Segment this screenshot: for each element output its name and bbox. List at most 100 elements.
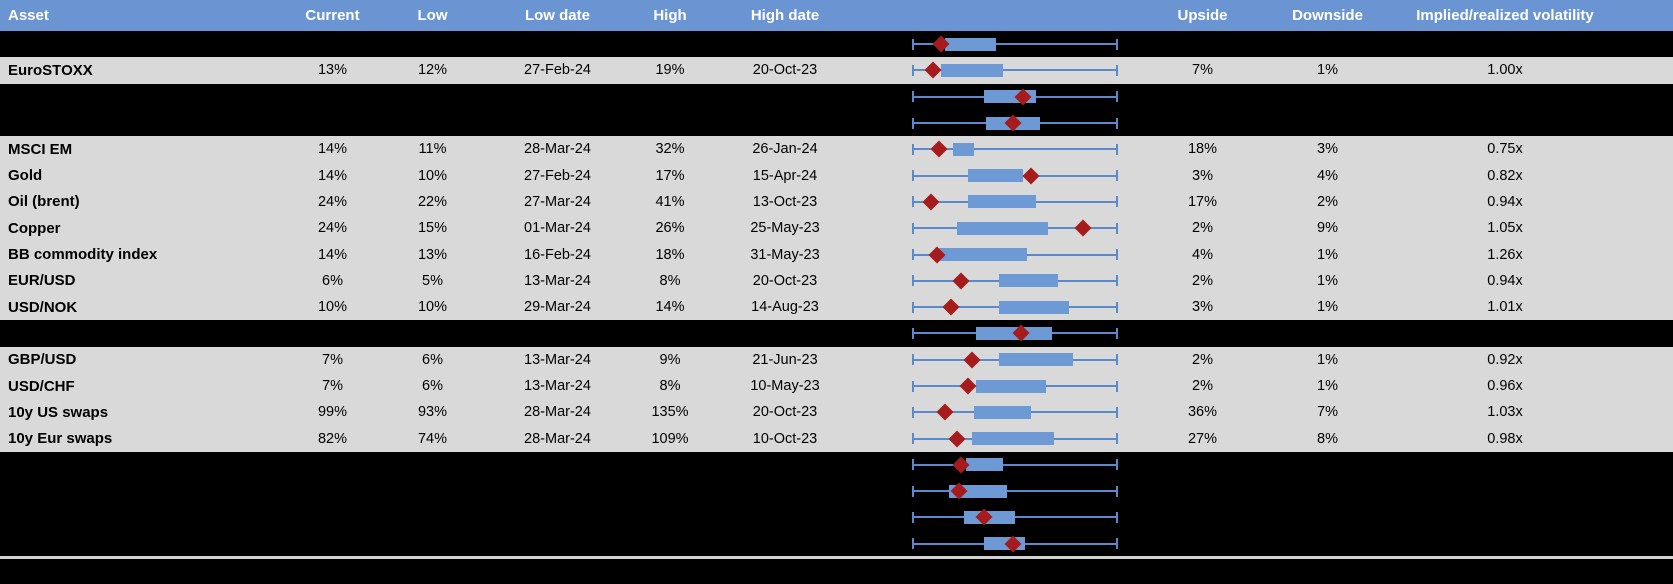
low-date-value: 27-Mar-24: [524, 193, 591, 210]
upside-value: 27%: [1187, 430, 1218, 447]
low-date-value: [485, 84, 630, 110]
low-value: 74%: [417, 430, 448, 447]
current-value: 14%: [317, 141, 348, 158]
downside-value: [1265, 110, 1390, 136]
boxplot-marker-diamond: [959, 377, 977, 395]
boxplot-cell: [860, 504, 1140, 530]
boxplot-cell: [860, 531, 1140, 557]
boxplot: [912, 136, 1118, 162]
boxplot-box: [975, 379, 1046, 393]
high-date-value: [710, 110, 860, 136]
low-value: [380, 478, 485, 504]
current-value: 24%: [317, 193, 348, 210]
upside-value: [1140, 478, 1265, 504]
current-value: 24%: [317, 220, 348, 237]
asset-name: [0, 478, 285, 504]
boxplot-left-cap: [912, 327, 914, 339]
low-date-value: [485, 452, 630, 478]
row-filler: [1620, 452, 1673, 478]
boxplot: [912, 110, 1118, 136]
boxplot-box: [967, 195, 1036, 209]
boxplot-cell: [860, 189, 1140, 215]
low-value: 10%: [417, 167, 448, 184]
upside-value: 3%: [1192, 299, 1213, 316]
downside-value: [1265, 31, 1390, 57]
low-value: [380, 84, 485, 110]
boxplot-box: [965, 458, 1003, 472]
high-value: [630, 110, 710, 136]
low-value: [380, 31, 485, 57]
implied-realized-value: 1.03x: [1487, 404, 1523, 421]
boxplot: [912, 478, 1118, 504]
table-row: [0, 31, 1673, 58]
boxplot-cell: [860, 452, 1140, 478]
boxplot-left-cap: [912, 117, 914, 129]
low-value: [380, 452, 485, 478]
boxplot-cell: [860, 136, 1140, 162]
current-value: [285, 110, 380, 136]
low-value: 5%: [422, 272, 443, 289]
asset-name: [0, 31, 285, 57]
implied-realized-value: [1390, 84, 1620, 110]
low-date-value: 28-Mar-24: [524, 430, 591, 447]
boxplot-whisker-line: [912, 516, 1118, 519]
implied-realized-value: 0.82x: [1487, 167, 1523, 184]
boxplot-right-cap: [1116, 327, 1118, 339]
downside-value: 1%: [1317, 62, 1338, 79]
boxplot-box: [971, 432, 1055, 446]
boxplot-whisker-line: [912, 148, 1118, 151]
low-date-value: 16-Feb-24: [524, 246, 591, 263]
downside-value: 1%: [1317, 299, 1338, 316]
asset-name: [0, 320, 285, 346]
upside-value: 2%: [1192, 272, 1213, 289]
row-filler: [1620, 399, 1673, 425]
boxplot-cell: [860, 425, 1140, 451]
high-date-value: 31-May-23: [750, 246, 820, 263]
boxplot: [912, 399, 1118, 425]
row-filler: [1620, 294, 1673, 320]
implied-realized-value: 0.94x: [1487, 272, 1523, 289]
upside-value: 2%: [1192, 378, 1213, 394]
high-value: 135%: [651, 404, 689, 421]
high-value: 17%: [655, 167, 685, 184]
row-filler: [1620, 373, 1673, 399]
low-date-value: 13-Mar-24: [524, 378, 591, 394]
boxplot-right-cap: [1116, 301, 1118, 313]
boxplot-marker-diamond: [952, 272, 970, 290]
high-date-value: 26-Jan-24: [752, 141, 818, 158]
upside-value: [1140, 84, 1265, 110]
current-value: 10%: [317, 299, 348, 316]
boxplot: [912, 452, 1118, 478]
boxplot-left-cap: [912, 196, 914, 208]
row-filler: [1620, 31, 1673, 57]
boxplot-left-cap: [912, 275, 914, 287]
table-row: USD/NOK 10% 10% 29-Mar-24 14% 14-Aug-23 …: [0, 293, 1673, 321]
high-date-value: 25-May-23: [750, 220, 820, 237]
boxplot-whisker-line: [912, 69, 1118, 72]
boxplot-whisker-line: [912, 43, 1118, 46]
boxplot: [912, 84, 1118, 110]
row-filler: [1620, 320, 1673, 346]
boxplot-left-cap: [912, 380, 914, 392]
upside-value: [1140, 452, 1265, 478]
header-filler: [1620, 0, 1673, 31]
table-row: Copper 24% 15% 01-Mar-24 26% 25-May-23 2…: [0, 215, 1673, 242]
boxplot: [912, 215, 1118, 241]
high-value: [630, 478, 710, 504]
table-row: Gold 14% 10% 27-Feb-24 17% 15-Apr-24 3% …: [0, 162, 1673, 189]
upside-value: 3%: [1192, 167, 1213, 184]
low-value: 10%: [417, 299, 448, 316]
boxplot: [912, 189, 1118, 215]
upside-value: [1140, 504, 1265, 530]
asset-name: EUR/USD: [8, 272, 76, 290]
boxplot-left-cap: [912, 249, 914, 261]
asset-name: Gold: [8, 167, 43, 185]
boxplot-box: [953, 142, 974, 156]
row-filler: [1620, 347, 1673, 373]
table-row: [0, 109, 1673, 137]
low-date-value: [485, 320, 630, 346]
boxplot-right-cap: [1116, 143, 1118, 155]
current-value: 7%: [322, 351, 343, 368]
low-date-value: [485, 478, 630, 504]
asset-name: USD/CHF: [8, 377, 75, 395]
